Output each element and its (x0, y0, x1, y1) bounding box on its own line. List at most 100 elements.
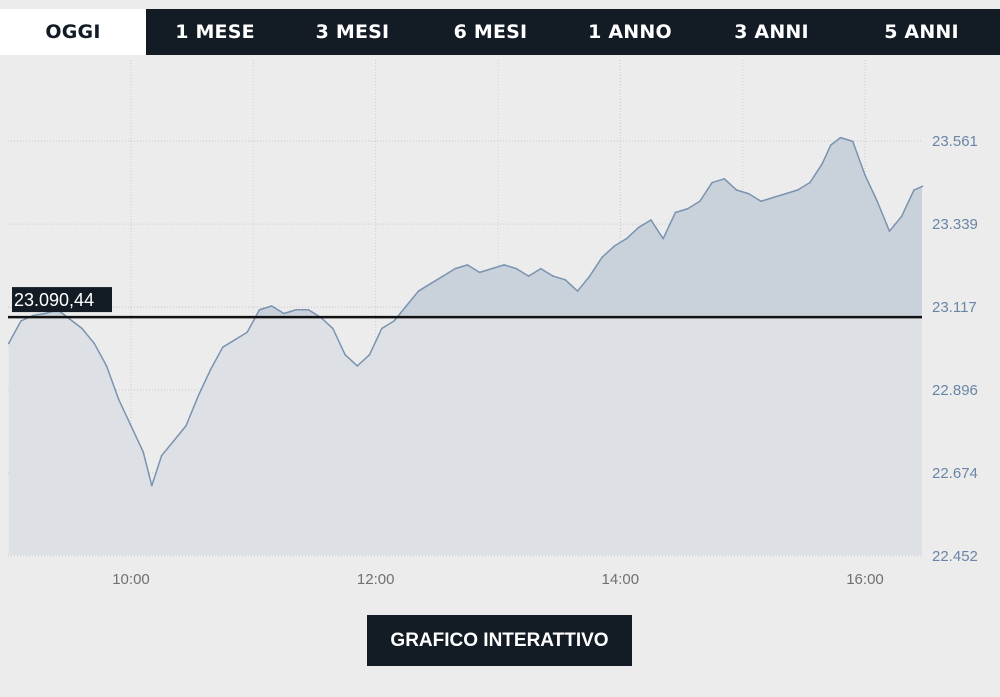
data-point (393, 320, 395, 322)
data-point (7, 342, 10, 345)
data-point (601, 256, 603, 259)
data-point (491, 267, 493, 270)
data-point (913, 189, 915, 191)
data-point (466, 264, 469, 266)
tab-3-mesi[interactable]: 3 MESI (284, 9, 421, 55)
series-lines (7, 136, 924, 487)
data-point (784, 192, 787, 195)
data-point (686, 207, 689, 210)
data-point (662, 237, 664, 240)
y-tick-label: 23.561 (932, 133, 978, 150)
data-point (735, 189, 738, 191)
data-point (295, 308, 297, 311)
data-point (576, 290, 579, 292)
tab-1-anno[interactable]: 1 ANNO (560, 9, 700, 55)
data-point (417, 290, 420, 292)
tab-1-mese[interactable]: 1 MESE (146, 9, 284, 55)
data-point (809, 181, 811, 184)
x-tick-label: 12:00 (357, 571, 395, 588)
data-point (552, 275, 554, 277)
data-point (307, 308, 310, 311)
data-point (876, 200, 879, 203)
data-point (478, 271, 481, 274)
data-point (105, 365, 108, 367)
reference-label: 23.090,44 (14, 290, 94, 310)
data-point (821, 163, 823, 165)
price-chart: 23.090,44 22.452 22.674 22.896 23.117 23.339… (7, 60, 978, 588)
data-point (674, 211, 677, 214)
data-point (503, 264, 505, 266)
data-point (283, 312, 285, 315)
data-point (160, 454, 163, 457)
data-point (723, 177, 726, 180)
data-point (625, 237, 628, 240)
data-point (117, 398, 120, 401)
x-tick-label: 14:00 (602, 571, 640, 588)
y-tick-label: 22.674 (932, 465, 978, 482)
tab-3-anni[interactable]: 3 ANNI (700, 9, 843, 55)
data-point (405, 305, 408, 307)
data-point (234, 338, 236, 341)
data-point (20, 320, 22, 322)
data-point (747, 192, 750, 195)
data-point (588, 275, 591, 277)
data-point (442, 275, 444, 277)
area-below-reference (8, 317, 922, 555)
data-point (130, 424, 132, 427)
y-tick-label: 23.117 (932, 299, 977, 316)
data-point (851, 140, 854, 143)
data-point (332, 327, 334, 330)
data-point (44, 312, 47, 315)
x-tick-label: 10:00 (112, 571, 150, 588)
data-point (760, 200, 762, 203)
data-point (81, 327, 83, 330)
y-tick-label: 22.452 (932, 548, 978, 565)
data-point (270, 305, 273, 307)
data-point (173, 439, 175, 442)
data-point (150, 484, 153, 487)
reference-label-background (12, 287, 112, 313)
data-point (454, 267, 456, 270)
data-point (796, 189, 799, 191)
data-point (142, 451, 145, 453)
data-point (380, 327, 383, 330)
y-tick-label: 22.896 (932, 382, 978, 399)
data-point (540, 267, 542, 270)
data-point (197, 395, 200, 397)
data-point (699, 200, 701, 203)
reference-line: 23.090,44 (8, 287, 922, 319)
data-point (613, 245, 616, 247)
x-tick-label: 16:00 (846, 571, 884, 588)
data-point (93, 342, 96, 345)
data-point (32, 314, 34, 317)
data-point (921, 185, 924, 188)
tab-5-anni[interactable]: 5 ANNI (843, 9, 1000, 55)
data-point (564, 279, 567, 281)
data-point (515, 267, 518, 270)
y-tick-label: 23.339 (932, 216, 978, 233)
data-point (900, 215, 903, 218)
data-point (637, 226, 640, 229)
data-point (69, 318, 71, 320)
data-point (246, 331, 249, 334)
data-point (368, 353, 371, 356)
x-axis: 10:00 12:00 14:00 16:00 (112, 571, 884, 588)
tab-oggi[interactable]: OGGI (0, 9, 146, 55)
interactive-chart-button[interactable]: GRAFICO INTERATTIVO (367, 615, 632, 666)
area-above-reference (29, 137, 922, 318)
data-point (356, 365, 359, 367)
data-point (829, 144, 832, 146)
data-point (209, 368, 212, 371)
data-point (864, 174, 866, 176)
data-point (258, 308, 261, 311)
data-point (711, 181, 713, 184)
data-point (650, 219, 652, 221)
data-point (839, 136, 842, 139)
y-axis: 22.452 22.674 22.896 23.117 23.339 23.561 (932, 133, 978, 565)
data-point (429, 282, 432, 285)
data-point (185, 424, 187, 427)
data-point (888, 230, 891, 232)
tab-6-mesi[interactable]: 6 MESI (421, 9, 560, 55)
data-point (527, 275, 530, 277)
data-point (772, 196, 775, 199)
